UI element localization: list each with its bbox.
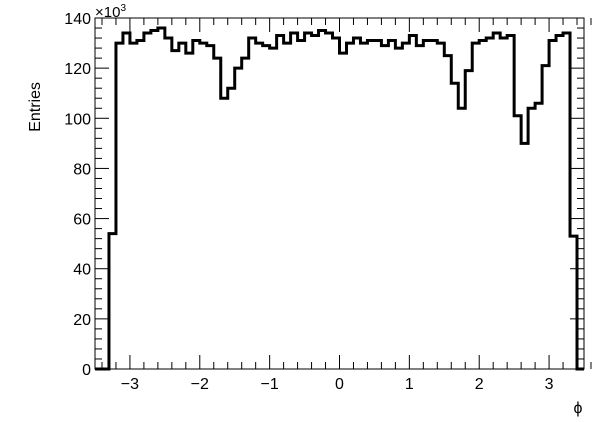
y-tick-label: 80 bbox=[73, 161, 91, 178]
y-multiplier-exponent: 3 bbox=[120, 3, 126, 14]
y-tick-label: 60 bbox=[73, 212, 91, 229]
x-tick-label: 1 bbox=[405, 376, 414, 393]
plot-frame bbox=[94, 17, 585, 370]
x-axis-title: ϕ bbox=[574, 400, 583, 417]
y-tick-label: 40 bbox=[73, 262, 91, 279]
x-tick-label: −1 bbox=[261, 376, 279, 393]
y-tick-label: 120 bbox=[64, 61, 91, 78]
histogram-series bbox=[95, 26, 584, 371]
y-tick-label: 20 bbox=[73, 312, 91, 329]
tick-layer bbox=[95, 17, 592, 370]
x-tick-label: −3 bbox=[121, 376, 139, 393]
y-tick-label: 140 bbox=[64, 11, 91, 28]
y-multiplier-label: ×103 bbox=[95, 3, 126, 21]
x-tick-labels: −3 −2 −1 0 1 2 3 bbox=[121, 376, 554, 393]
y-tick-labels: 0 20 40 60 80 100 120 140 bbox=[64, 11, 91, 379]
y-multiplier-base: ×10 bbox=[95, 4, 120, 21]
x-tick-label: 0 bbox=[335, 376, 344, 393]
y-tick-label: 0 bbox=[82, 362, 91, 379]
x-tick-label: 2 bbox=[475, 376, 484, 393]
x-tick-label: 3 bbox=[545, 376, 554, 393]
y-axis-title: Entries bbox=[27, 82, 44, 132]
x-tick-label: −2 bbox=[191, 376, 209, 393]
y-tick-label: 100 bbox=[64, 111, 91, 128]
